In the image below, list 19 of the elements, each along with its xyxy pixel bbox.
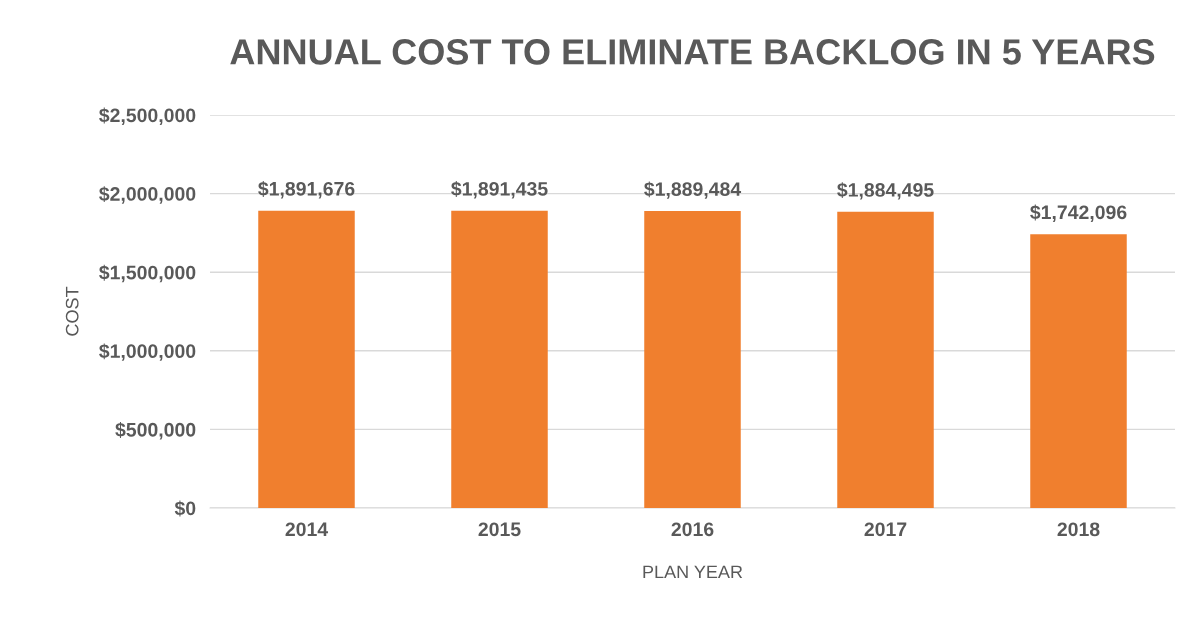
y-axis-title: COST	[65, 286, 79, 336]
x-tick-label: 2014	[285, 522, 329, 537]
y-tick-label: $2,500,000	[99, 107, 196, 126]
x-tick-label: 2018	[1057, 522, 1100, 537]
x-tick-label: 2016	[671, 522, 714, 537]
y-tick-label: $2,000,000	[99, 186, 196, 204]
data-label: $1,884,495	[837, 182, 934, 200]
y-tick-label: $1,500,000	[99, 264, 196, 283]
y-tick-label: $500,000	[115, 422, 196, 440]
x-tick-label: 2017	[864, 522, 907, 537]
y-tick-label: $1,000,000	[99, 343, 196, 361]
data-label: $1,742,096	[1030, 204, 1127, 223]
data-label: $1,891,435	[451, 181, 548, 199]
x-tick-label: 2015	[478, 522, 521, 537]
data-label: $1,891,676	[258, 181, 355, 199]
data-label: $1,889,484	[644, 181, 742, 199]
y-tick-label: $0	[174, 500, 196, 517]
x-axis-title: PLAN YEAR	[643, 565, 743, 579]
chart-title: ANNUAL COST TO ELIMINATE BACKLOG IN 5 YEARS	[230, 39, 1155, 65]
